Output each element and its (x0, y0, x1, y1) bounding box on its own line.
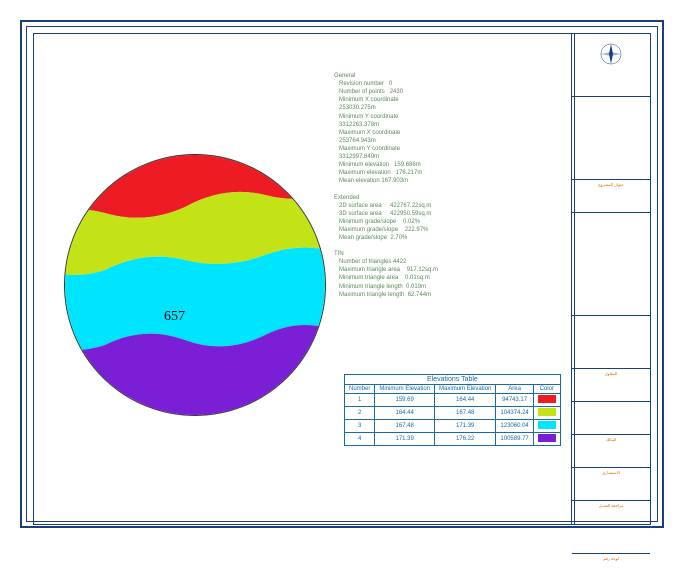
hole-marker (156, 346, 164, 358)
general-title: General (334, 73, 355, 79)
legend-row: 3 167.48 171.39 123060.04 (345, 420, 561, 433)
tb-cell: المقاول (572, 369, 650, 402)
swatch-2 (538, 408, 556, 416)
extended-title: Extended (334, 195, 359, 201)
tb-cell: الاستشاري (572, 468, 650, 501)
main-drawing-area: 657 General Revision number 0 Number of … (33, 33, 575, 525)
tb-cell: عنوان المشروع (572, 180, 650, 213)
circle-label: 657 (164, 309, 185, 325)
compass-icon (599, 42, 623, 66)
tin-title: TIN (334, 251, 344, 257)
elevations-table: Elevations Table Number Minimum Elevatio… (344, 374, 561, 446)
elevation-contour-circle (64, 154, 326, 416)
legend-title: Elevations Table (345, 375, 561, 385)
drawing-frame: 657 General Revision number 0 Number of … (20, 20, 664, 528)
tb-cell (572, 402, 650, 435)
swatch-3 (538, 421, 556, 429)
tb-cell: مراجعة التعديل (572, 501, 650, 554)
metadata-block: General Revision number 0 Number of poin… (334, 64, 438, 299)
legend-row: 4 171.39 176.22 100589.77 (345, 433, 561, 446)
swatch-1 (538, 395, 556, 403)
legend-row: 1 159.69 164.44 94743.17 (345, 394, 561, 407)
tb-cell (572, 97, 650, 180)
title-block: عنوان المشروع المقاول المالك الاستشاري م… (571, 33, 651, 525)
legend-header-row: Number Minimum Elevation Maximum Elevati… (345, 385, 561, 394)
tb-cell: المالك (572, 435, 650, 468)
tb-cell: لوحة رقم (572, 554, 650, 586)
inner-frame: 657 General Revision number 0 Number of … (26, 26, 658, 522)
swatch-4 (538, 434, 556, 442)
legend-row: 2 164.44 167.48 104374.24 (345, 407, 561, 420)
compass-cell (572, 34, 650, 97)
tb-cell (572, 316, 650, 369)
tb-cell (572, 213, 650, 316)
